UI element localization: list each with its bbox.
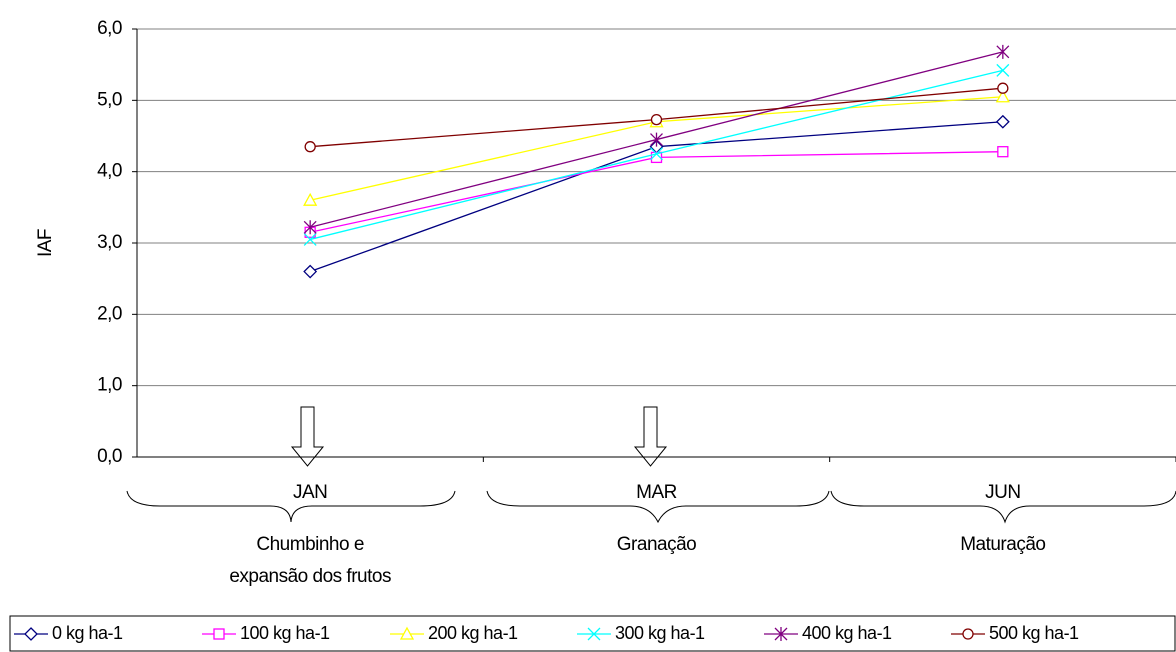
marker <box>995 89 1010 103</box>
marker <box>996 44 1010 59</box>
marker-part <box>304 141 316 153</box>
brace <box>830 490 1176 524</box>
y-tick-label: 3,0 <box>97 232 122 253</box>
marker <box>996 63 1010 77</box>
marker-part <box>24 627 38 641</box>
marker-part <box>996 44 1010 59</box>
arrows <box>290 406 668 467</box>
marker <box>303 264 318 279</box>
marker-part <box>996 63 1010 77</box>
legend-label: 300 kg ha-1 <box>615 623 705 643</box>
y-tick-label: 0,0 <box>97 446 122 467</box>
marker-part <box>650 151 663 164</box>
brace <box>486 490 830 524</box>
y-axis-label: IAF <box>35 229 56 257</box>
y-tick-label: 1,0 <box>97 375 122 396</box>
marker-part <box>995 89 1010 103</box>
legend-label: 500 kg ha-1 <box>989 623 1079 643</box>
x-tick-label: MAR <box>636 482 677 503</box>
y-tick-label: 6,0 <box>97 18 122 39</box>
marker <box>997 146 1009 158</box>
marker-part <box>650 113 663 126</box>
marker <box>304 141 316 153</box>
y-tick-label: 4,0 <box>97 161 122 182</box>
legend-label: 0 kg ha-1 <box>52 623 123 643</box>
marker-part <box>997 82 1009 94</box>
phase-label: Granação <box>617 534 696 555</box>
x-tick-label: JAN <box>293 482 327 503</box>
marker <box>650 147 663 161</box>
marker-part <box>303 232 317 246</box>
marker-part <box>995 114 1010 129</box>
y-tick-label: 5,0 <box>97 89 122 110</box>
marker-part <box>303 220 317 235</box>
marker-part <box>962 628 974 640</box>
legend-label: 100 kg ha-1 <box>240 623 330 643</box>
legend-box <box>9 615 1176 652</box>
marker <box>774 627 788 641</box>
x-tick-label: JUN <box>985 482 1020 503</box>
marker <box>650 113 663 126</box>
marker-part <box>587 627 601 641</box>
marker-part <box>650 147 663 161</box>
y-tick-label: 2,0 <box>97 303 122 324</box>
marker <box>997 82 1009 94</box>
marker-part <box>650 132 663 147</box>
marker <box>587 627 601 641</box>
marker <box>303 220 317 235</box>
marker-part <box>399 626 415 640</box>
brace <box>126 490 456 523</box>
legend-label: 400 kg ha-1 <box>802 623 892 643</box>
series-line <box>310 151 1003 233</box>
marker-part <box>997 146 1009 158</box>
braces <box>126 490 1176 524</box>
marker-part <box>774 627 788 641</box>
marker <box>650 151 663 164</box>
marker <box>962 628 974 640</box>
marker <box>303 232 317 246</box>
marker-part <box>303 264 318 279</box>
marker <box>24 627 38 641</box>
phase-label: expansão dos frutos <box>229 566 391 587</box>
marker <box>303 192 318 206</box>
marker <box>995 114 1010 129</box>
phase-label: Maturação <box>960 534 1045 555</box>
marker <box>650 132 663 147</box>
marker <box>213 628 225 640</box>
marker-part <box>303 192 318 206</box>
legend-label: 200 kg ha-1 <box>428 623 518 643</box>
marker <box>399 626 415 640</box>
phase-label: Chumbinho e <box>256 534 364 555</box>
marker-part <box>213 628 225 640</box>
